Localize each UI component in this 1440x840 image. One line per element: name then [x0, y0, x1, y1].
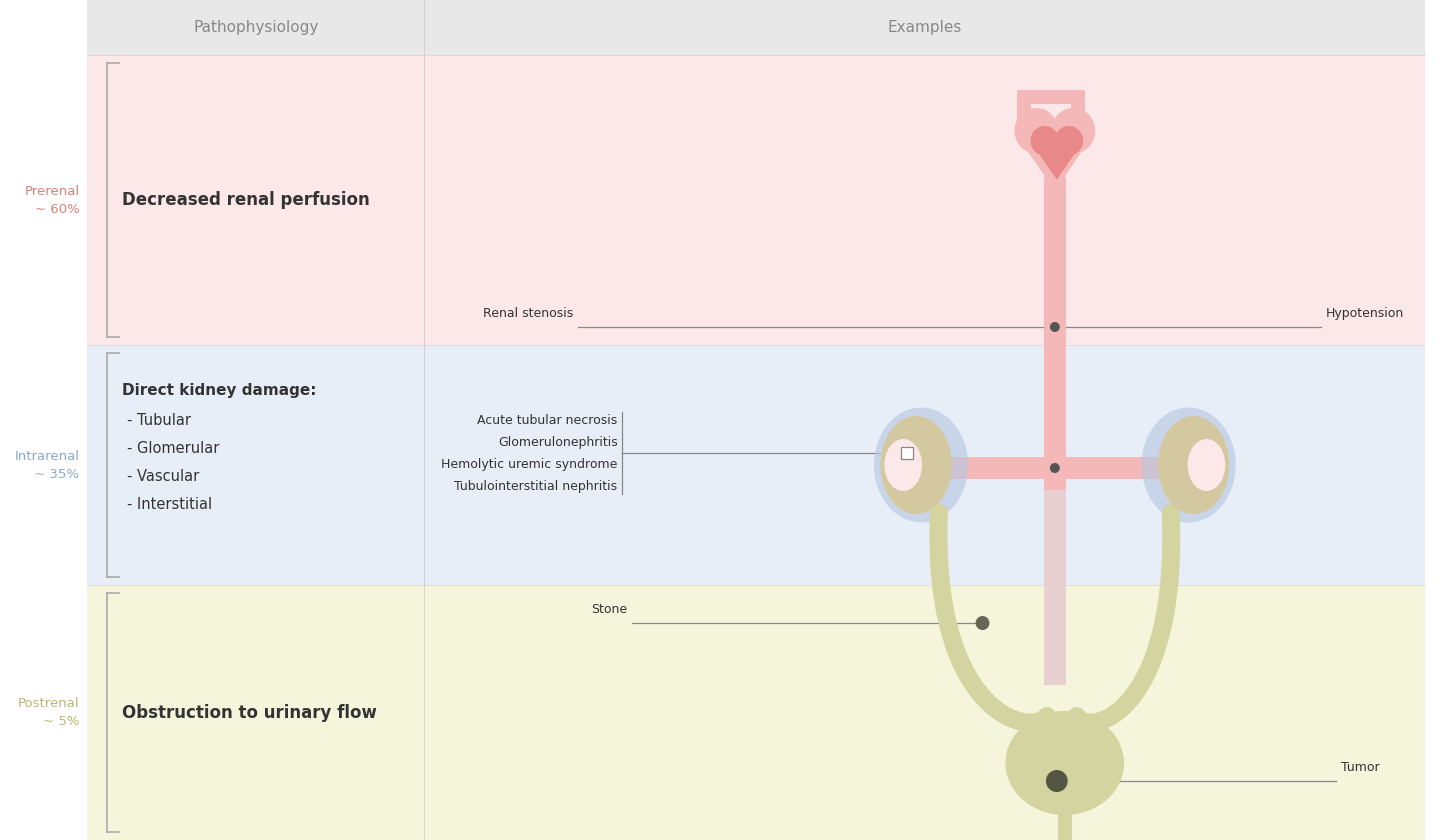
Bar — [901, 447, 913, 459]
Text: Direct kidney damage:: Direct kidney damage: — [122, 383, 317, 398]
Text: Obstruction to urinary flow: Obstruction to urinary flow — [122, 704, 377, 722]
Bar — [1044, 490, 1066, 685]
Text: Examples: Examples — [887, 20, 962, 35]
Text: - Glomerular: - Glomerular — [127, 441, 219, 456]
Bar — [88, 585, 425, 840]
Text: Tubulointerstitial nephritis: Tubulointerstitial nephritis — [455, 480, 618, 492]
Text: Glomerulonephritis: Glomerulonephritis — [498, 435, 618, 449]
Ellipse shape — [1031, 126, 1058, 155]
Ellipse shape — [1158, 416, 1230, 514]
Circle shape — [975, 616, 989, 630]
Bar — [425, 345, 1426, 585]
Ellipse shape — [1142, 407, 1236, 522]
Text: ~ 5%: ~ 5% — [43, 715, 79, 728]
Bar — [1071, 90, 1084, 130]
Text: Acute tubular necrosis: Acute tubular necrosis — [477, 413, 618, 427]
Ellipse shape — [1005, 711, 1125, 815]
Text: Decreased renal perfusion: Decreased renal perfusion — [122, 191, 370, 209]
Text: Pathophysiology: Pathophysiology — [193, 20, 318, 35]
Bar — [88, 0, 425, 55]
Text: Hemolytic uremic syndrome: Hemolytic uremic syndrome — [441, 458, 618, 470]
Bar — [1017, 90, 1084, 104]
Text: - Vascular: - Vascular — [127, 469, 199, 484]
Bar — [1017, 90, 1031, 130]
Bar — [1044, 177, 1066, 490]
Text: ~ 35%: ~ 35% — [35, 468, 79, 480]
Ellipse shape — [1051, 108, 1096, 154]
Bar — [425, 585, 1426, 840]
Text: Prerenal: Prerenal — [24, 185, 79, 197]
Text: Postrenal: Postrenal — [17, 697, 79, 710]
Bar — [1066, 457, 1161, 479]
Text: - Interstitial: - Interstitial — [127, 497, 212, 512]
Polygon shape — [1017, 135, 1093, 191]
Ellipse shape — [1188, 439, 1225, 491]
Text: Intrarenal: Intrarenal — [14, 449, 79, 463]
Text: - Tubular: - Tubular — [127, 413, 192, 428]
Bar — [425, 55, 1426, 345]
Ellipse shape — [1014, 108, 1058, 154]
Polygon shape — [1032, 144, 1081, 180]
Circle shape — [1050, 463, 1060, 473]
Bar — [88, 55, 425, 345]
Bar — [425, 0, 1426, 55]
Ellipse shape — [880, 416, 952, 514]
Bar — [88, 345, 425, 585]
Text: Tumor: Tumor — [1341, 761, 1380, 774]
Ellipse shape — [874, 407, 968, 522]
Bar — [1058, 810, 1071, 840]
Text: ~ 60%: ~ 60% — [35, 202, 79, 216]
Circle shape — [1045, 770, 1067, 792]
Text: Hypotension: Hypotension — [1326, 307, 1404, 320]
Ellipse shape — [1054, 126, 1083, 155]
Circle shape — [1050, 322, 1060, 332]
Ellipse shape — [884, 439, 922, 491]
Text: Stone: Stone — [592, 603, 628, 616]
Text: Renal stenosis: Renal stenosis — [482, 307, 573, 320]
Bar — [949, 457, 1044, 479]
